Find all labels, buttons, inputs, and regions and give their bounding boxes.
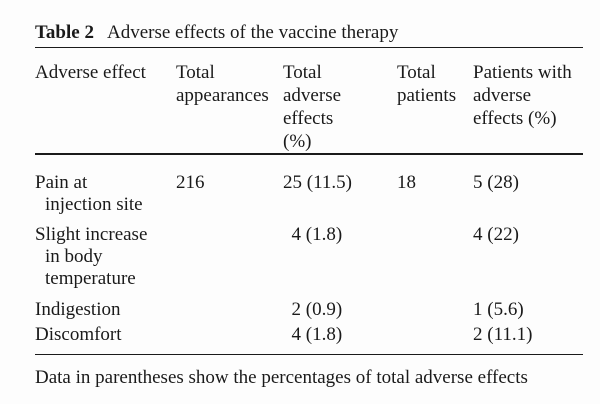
table-row-indigestion: Indigestion 2 (0.9) 1 (5.6) [35,290,583,321]
header-row: Adverse effect Total appearances Total a… [35,47,583,155]
header-line: appearances [176,85,269,106]
cell-total-adverse-effects: 2 (0.9) [283,290,397,321]
adverse-count: 25 [283,172,302,193]
adverse-count: 2 [291,299,302,320]
cell-total-patients [397,321,473,355]
cell-patients-with-adverse: 5 (28) [473,154,583,216]
effect-line: Pain at [35,172,88,193]
effect-line: in body [45,246,103,267]
adverse-percent: (0.9) [305,299,343,320]
header-line: Total [397,62,436,83]
adverse-percent: (1.8) [305,224,343,245]
header-line: adverse [473,85,532,106]
cell-adverse-effect: Pain at injection site [35,154,176,216]
adverse-effects-table: Adverse effect Total appearances Total a… [35,47,583,355]
table-title: Adverse effects of the vaccine therapy [106,22,399,43]
patients-percent: (28) [487,172,519,193]
cell-total-appearances [176,290,283,321]
patients-count: 1 [473,299,483,320]
table-row-slight-increase-in-body-temperature: Slight increase in body temperature 4 (1… [35,216,583,290]
cell-total-appearances [176,216,283,290]
header-patients-with-adverse: Patients with adverse effects (%) [473,47,583,155]
cell-total-patients [397,290,473,321]
cell-adverse-effect: Indigestion [35,290,176,321]
cell-total-patients: 18 [397,172,416,193]
paper-page: Table 2 Adverse effects of the vaccine th… [35,22,583,388]
cell-patients-with-adverse: 1 (5.6) [473,290,583,321]
header-line: Adverse effect [35,62,146,83]
patients-count: 5 [473,172,483,193]
header-total-appearances: Total appearances [176,47,283,155]
effect-line: Indigestion [35,299,121,320]
header-line: Total [283,62,322,83]
patients-percent: (5.6) [487,299,524,320]
adverse-count: 4 [291,224,302,245]
table-row-pain-at-injection-site: Pain at injection site 216 25 (11.5) 18 … [35,154,583,216]
adverse-percent: (1.8) [305,324,343,345]
header-line: effects (%) [473,108,557,129]
patients-percent: (11.1) [487,324,533,345]
cell-total-appearances [176,321,283,355]
header-line: adverse [283,85,342,106]
cell-adverse-effect: Discomfort [35,321,176,355]
header-line: Total [176,62,215,83]
header-line: effects [283,108,334,129]
table-number: Table 2 [35,22,94,43]
cell-patients-with-adverse: 4 (22) [473,216,583,290]
header-line: patients [397,85,457,106]
patients-count: 4 [473,224,483,245]
header-total-patients: Total patients [397,47,473,155]
effect-line: injection site [45,194,143,215]
patients-percent: (22) [487,224,519,245]
effect-line: temperature [45,268,136,289]
table-footnote: Data in parentheses show the percentages… [35,367,528,388]
cell-total-appearances: 216 [176,172,205,193]
cell-patients-with-adverse: 2 (11.1) [473,321,583,355]
cell-total-patients [397,216,473,290]
header-adverse-effect: Adverse effect [35,47,176,155]
table-row-discomfort: Discomfort 4 (1.8) 2 (11.1) [35,321,583,355]
header-total-adverse-effects: Total adverse effects (%) [283,47,397,155]
cell-total-adverse-effects: 4 (1.8) [283,216,397,290]
table-caption: Table 2 Adverse effects of the vaccine th… [35,22,583,44]
effect-line: Slight increase [35,224,148,245]
adverse-percent: (11.5) [306,172,352,193]
patients-count: 2 [473,324,483,345]
header-line: (%) [283,131,312,152]
cell-total-adverse-effects: 4 (1.8) [283,321,397,355]
effect-line: Discomfort [35,324,122,345]
adverse-count: 4 [291,324,302,345]
cell-total-adverse-effects: 25 (11.5) [283,154,397,216]
cell-adverse-effect: Slight increase in body temperature [35,216,176,290]
header-line: Patients with [473,62,572,83]
